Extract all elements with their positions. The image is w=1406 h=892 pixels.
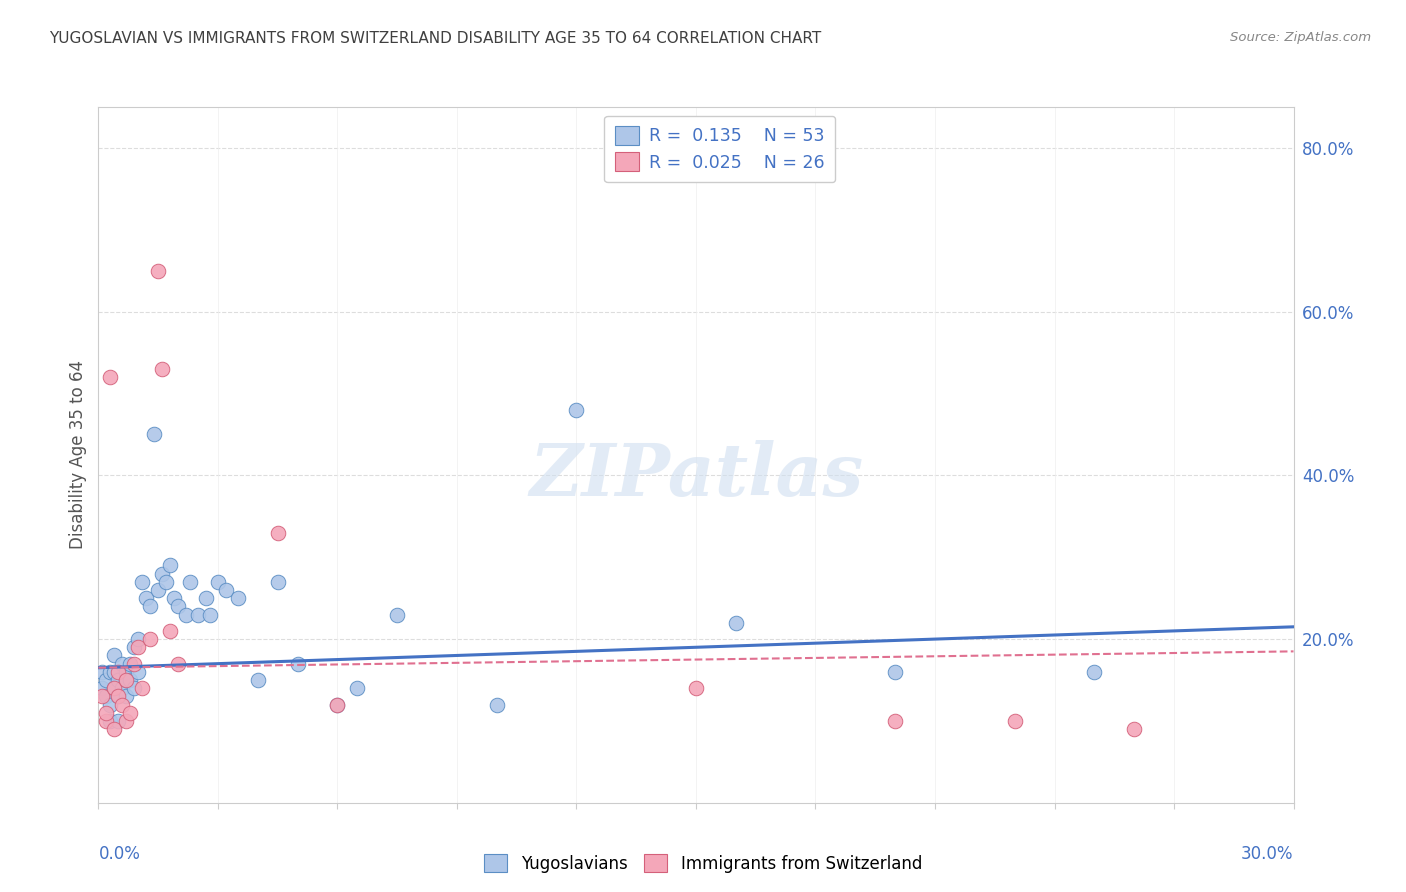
Point <box>143 427 166 442</box>
Point <box>246 673 269 687</box>
Point <box>107 714 129 728</box>
Point <box>155 574 177 589</box>
Point <box>346 681 368 696</box>
Point <box>127 632 149 646</box>
Y-axis label: Disability Age 35 to 64: Disability Age 35 to 64 <box>69 360 87 549</box>
Point <box>198 607 221 622</box>
Point <box>100 714 122 728</box>
Point <box>100 370 122 384</box>
Point <box>326 698 349 712</box>
Point <box>267 525 290 540</box>
Point <box>120 657 142 671</box>
Point <box>96 673 118 687</box>
Point <box>884 714 907 728</box>
Point <box>124 640 146 655</box>
Point <box>100 698 122 712</box>
Point <box>685 681 707 696</box>
Point <box>148 582 170 597</box>
Point <box>163 591 186 606</box>
Point <box>167 599 190 614</box>
Point <box>884 665 907 679</box>
Point <box>187 607 209 622</box>
Point <box>103 722 125 736</box>
Legend: Yugoslavians, Immigrants from Switzerland: Yugoslavians, Immigrants from Switzerlan… <box>477 847 929 880</box>
Point <box>103 648 125 663</box>
Point <box>96 714 118 728</box>
Text: 0.0%: 0.0% <box>98 845 141 863</box>
Point <box>174 607 197 622</box>
Point <box>107 690 129 704</box>
Point <box>195 591 218 606</box>
Point <box>724 615 747 630</box>
Point <box>91 665 114 679</box>
Point <box>100 665 122 679</box>
Legend: R =  0.135    N = 53, R =  0.025    N = 26: R = 0.135 N = 53, R = 0.025 N = 26 <box>605 116 835 182</box>
Point <box>139 599 162 614</box>
Point <box>107 673 129 687</box>
Text: ZIPatlas: ZIPatlas <box>529 441 863 511</box>
Point <box>107 665 129 679</box>
Point <box>115 673 138 687</box>
Point <box>91 690 114 704</box>
Point <box>120 706 142 720</box>
Point <box>115 673 138 687</box>
Point <box>124 681 146 696</box>
Point <box>226 591 249 606</box>
Point <box>115 690 138 704</box>
Point <box>91 681 114 696</box>
Point <box>179 574 201 589</box>
Text: YUGOSLAVIAN VS IMMIGRANTS FROM SWITZERLAND DISABILITY AGE 35 TO 64 CORRELATION C: YUGOSLAVIAN VS IMMIGRANTS FROM SWITZERLA… <box>49 31 821 46</box>
Point <box>111 681 134 696</box>
Point <box>107 690 129 704</box>
Point <box>120 673 142 687</box>
Point <box>565 403 588 417</box>
Point <box>150 566 173 581</box>
Point <box>135 591 157 606</box>
Point <box>1004 714 1026 728</box>
Point <box>167 657 190 671</box>
Point <box>267 574 290 589</box>
Point <box>127 640 149 655</box>
Point <box>148 264 170 278</box>
Point <box>1083 665 1105 679</box>
Point <box>127 665 149 679</box>
Point <box>124 657 146 671</box>
Point <box>326 698 349 712</box>
Point <box>103 681 125 696</box>
Point <box>103 681 125 696</box>
Point <box>115 714 138 728</box>
Point <box>159 558 181 573</box>
Point <box>207 574 229 589</box>
Point <box>111 698 134 712</box>
Point <box>131 574 153 589</box>
Point <box>115 665 138 679</box>
Text: Source: ZipAtlas.com: Source: ZipAtlas.com <box>1230 31 1371 45</box>
Point <box>1123 722 1146 736</box>
Point <box>111 657 134 671</box>
Point <box>385 607 409 622</box>
Point <box>96 690 118 704</box>
Point <box>485 698 508 712</box>
Point <box>96 706 118 720</box>
Point <box>150 362 173 376</box>
Point <box>131 681 153 696</box>
Point <box>215 582 238 597</box>
Point <box>159 624 181 638</box>
Text: 30.0%: 30.0% <box>1241 845 1294 863</box>
Point <box>287 657 309 671</box>
Point <box>139 632 162 646</box>
Point <box>103 665 125 679</box>
